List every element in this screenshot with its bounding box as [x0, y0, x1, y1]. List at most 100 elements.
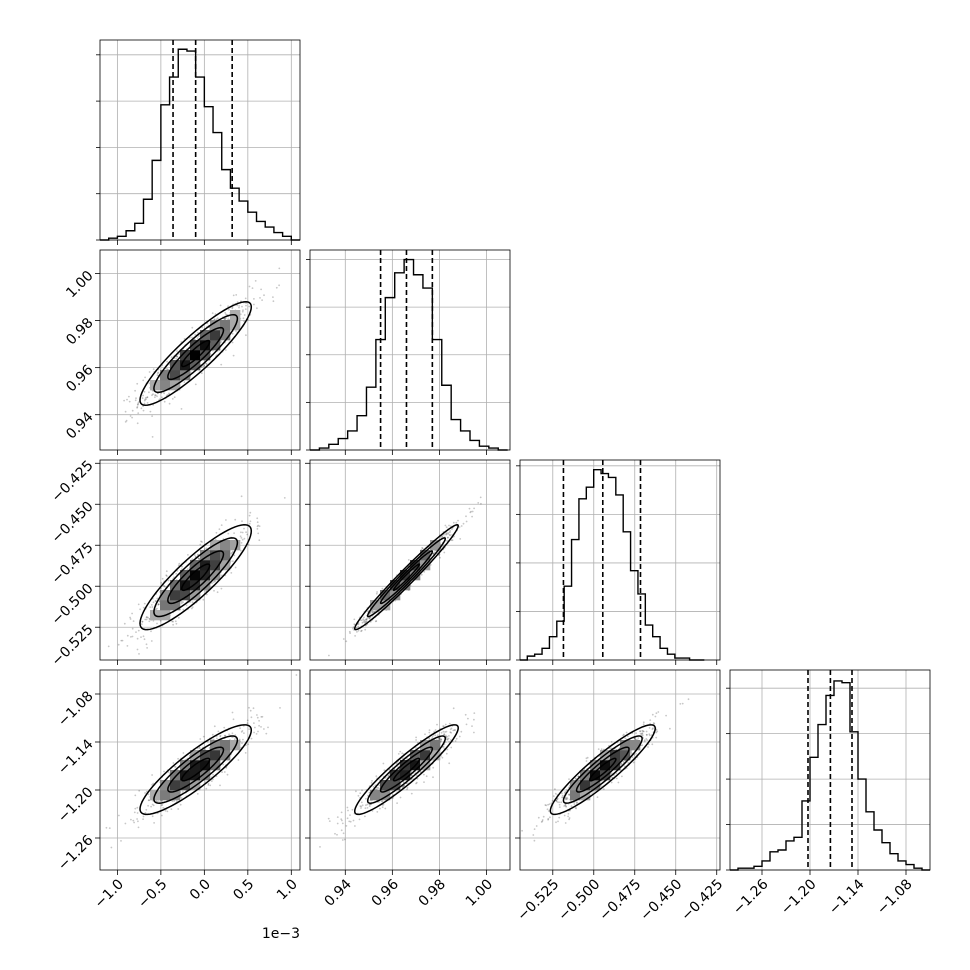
pair-inner-p1-p2	[328, 496, 482, 657]
scatter-point	[657, 711, 660, 713]
scatter-point	[191, 558, 194, 561]
scatter-point	[556, 798, 559, 801]
scatter-point	[142, 815, 145, 818]
scatter-point	[454, 729, 456, 731]
scatter-point	[565, 805, 567, 807]
scatter-point	[441, 756, 444, 759]
scatter-point	[136, 637, 139, 640]
scatter-point	[406, 788, 408, 791]
scatter-point	[129, 618, 132, 620]
scatter-point	[249, 709, 252, 712]
scatter-point	[191, 601, 194, 604]
scatter-point	[437, 734, 439, 737]
scatter-point	[445, 734, 447, 737]
scatter-point	[190, 371, 192, 374]
contour-p2-p3-0	[588, 757, 617, 782]
scatter-point	[142, 379, 145, 382]
scatter-point	[366, 807, 369, 809]
scatter-point	[376, 591, 378, 593]
scatter-point	[406, 786, 409, 789]
scatter-point	[387, 774, 390, 777]
scatter-point	[366, 616, 369, 619]
scatter-point	[134, 794, 137, 797]
scatter-point	[340, 829, 343, 832]
scatter-point	[602, 788, 605, 790]
scatter-point	[260, 288, 262, 291]
scatter-point	[473, 507, 475, 510]
scatter-point	[564, 822, 567, 824]
scatter-point	[259, 297, 261, 299]
scatter-point	[440, 740, 442, 742]
scatter-point	[445, 526, 448, 529]
pair-inner-p0-p2	[107, 495, 286, 655]
scatter-point	[642, 730, 644, 732]
scatter-point	[156, 372, 159, 375]
scatter-point	[257, 532, 260, 535]
scatter-point	[152, 390, 154, 392]
ytick-label-p3-2: −1.14	[55, 736, 97, 778]
ytick-label-p1-2: 0.98	[63, 315, 96, 348]
scatter-point	[363, 616, 365, 619]
scatter-point	[129, 415, 132, 417]
scatter-point	[156, 597, 159, 600]
scatter-point	[154, 600, 157, 602]
scatter-point	[428, 731, 431, 734]
scatter-point	[434, 729, 437, 731]
scatter-point	[551, 800, 554, 802]
scatter-point	[349, 632, 351, 634]
scatter-point	[145, 643, 148, 646]
scatter-point	[154, 396, 156, 399]
scatter-point	[137, 402, 140, 404]
scatter-point	[471, 725, 473, 727]
scatter-point	[652, 727, 654, 730]
xtick-label-p1-0: 0.94	[322, 876, 355, 909]
scatter-point	[359, 805, 362, 807]
scatter-point	[364, 621, 366, 623]
scatter-point	[156, 800, 159, 803]
scatter-point	[568, 817, 571, 819]
scatter-point	[372, 611, 375, 613]
scatter-point	[141, 620, 144, 623]
scatter-point	[646, 734, 648, 736]
scatter-point	[248, 305, 251, 308]
scatter-point	[465, 520, 468, 523]
scatter-point	[455, 737, 458, 740]
scatter-point	[239, 549, 242, 552]
scatter-point	[136, 422, 139, 425]
scatter-point	[232, 550, 234, 553]
scatter-point	[256, 716, 259, 719]
scatter-point	[141, 397, 144, 400]
scatter-point	[446, 738, 449, 741]
scatter-point	[447, 737, 450, 740]
scatter-point	[123, 399, 125, 402]
scatter-point	[655, 731, 658, 734]
scatter-point	[200, 540, 202, 543]
scatter-point	[146, 396, 149, 399]
density-cell	[570, 790, 581, 801]
density-cell	[170, 600, 181, 611]
scatter-point	[615, 777, 618, 780]
scatter-point	[260, 716, 263, 718]
scatter-point	[446, 536, 449, 539]
scatter-point	[144, 618, 147, 621]
scatter-point	[374, 620, 377, 623]
scatter-point	[131, 409, 134, 412]
scatter-point	[127, 395, 130, 398]
scatter-point	[173, 765, 176, 768]
scatter-point	[319, 846, 321, 848]
scatter-point	[620, 763, 623, 766]
scatter-point	[202, 735, 205, 738]
scatter-point	[136, 648, 139, 651]
scatter-point	[172, 623, 175, 626]
scatter-point	[342, 832, 345, 835]
scatter-point	[258, 539, 261, 542]
scatter-point	[549, 816, 551, 819]
scatter-point	[110, 846, 113, 849]
scatter-point	[347, 809, 349, 812]
scatter-point	[144, 396, 147, 399]
density-cell	[220, 750, 231, 761]
scatter-point	[107, 645, 110, 648]
scatter-point	[151, 803, 154, 806]
scatter-point	[157, 603, 160, 605]
scatter-point	[256, 521, 259, 524]
